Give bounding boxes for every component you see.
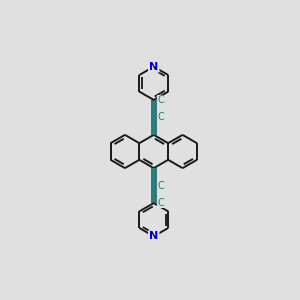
Text: C: C <box>158 112 164 122</box>
Text: C: C <box>158 95 164 105</box>
Text: C: C <box>158 198 164 208</box>
Text: N: N <box>149 62 158 72</box>
Text: C: C <box>158 181 164 190</box>
Text: N: N <box>149 231 158 241</box>
